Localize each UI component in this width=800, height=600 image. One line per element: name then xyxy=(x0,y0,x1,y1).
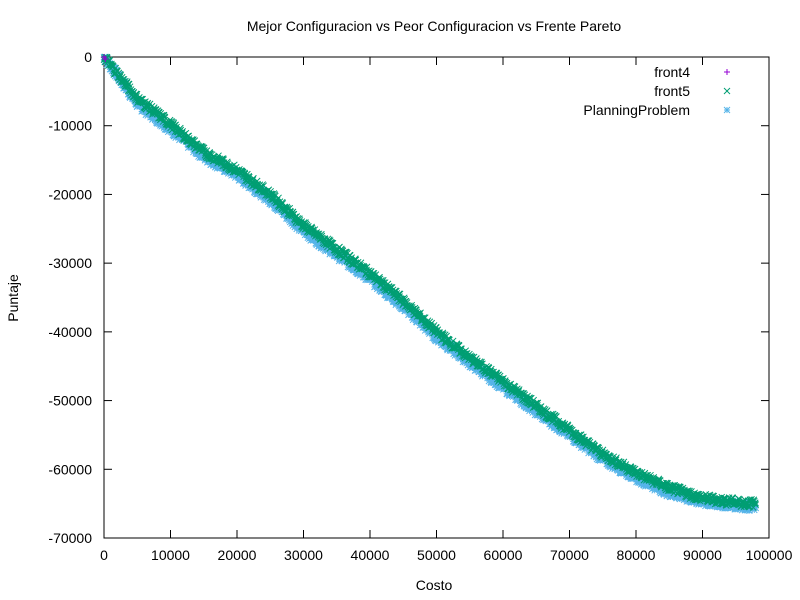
x-tick-label: 30000 xyxy=(284,547,323,563)
legend-label: front5 xyxy=(654,83,690,99)
y-tick-label: -30000 xyxy=(48,255,92,271)
x-tick-label: 40000 xyxy=(351,547,390,563)
series-layer xyxy=(100,53,760,514)
legend-label: front4 xyxy=(654,64,690,80)
y-tick-label: -40000 xyxy=(48,324,92,340)
legend: front4 front5 PlanningProblem xyxy=(583,64,731,118)
y-ticks: 0 -10000 -20000 -30000 -40000 -50000 -60000 -70… xyxy=(48,49,769,546)
x-tick-label: 80000 xyxy=(617,547,656,563)
data-point xyxy=(116,73,124,81)
series-front5 xyxy=(100,53,760,511)
legend-label: PlanningProblem xyxy=(583,102,690,118)
plot-frame xyxy=(103,56,770,539)
y-tick-label: -10000 xyxy=(48,118,92,134)
legend-marker xyxy=(724,69,730,75)
y-tick-label: -20000 xyxy=(48,186,92,202)
chart-title: Mejor Configuracion vs Peor Configuracio… xyxy=(247,18,622,34)
legend-marker xyxy=(723,87,731,95)
x-tick-label: 0 xyxy=(100,547,108,563)
y-tick-label: 0 xyxy=(84,49,92,65)
series-PlanningProblem xyxy=(100,53,760,514)
y-axis-label: Puntaje xyxy=(5,274,21,322)
legend-marker xyxy=(723,106,731,114)
x-tick-label: 90000 xyxy=(683,547,722,563)
y-tick-label: -70000 xyxy=(48,530,92,546)
x-axis-label: Costo xyxy=(416,577,453,593)
x-tick-label: 20000 xyxy=(218,547,257,563)
y-tick-label: -60000 xyxy=(48,461,92,477)
x-ticks: 0 10000 20000 30000 40000 50000 60000 70000 8000… xyxy=(100,57,793,563)
x-tick-label: 70000 xyxy=(550,547,589,563)
x-tick-label: 60000 xyxy=(484,547,523,563)
y-tick-label: -50000 xyxy=(48,393,92,409)
x-tick-label: 50000 xyxy=(417,547,456,563)
x-tick-label: 10000 xyxy=(151,547,190,563)
x-tick-label: 100000 xyxy=(746,547,793,563)
